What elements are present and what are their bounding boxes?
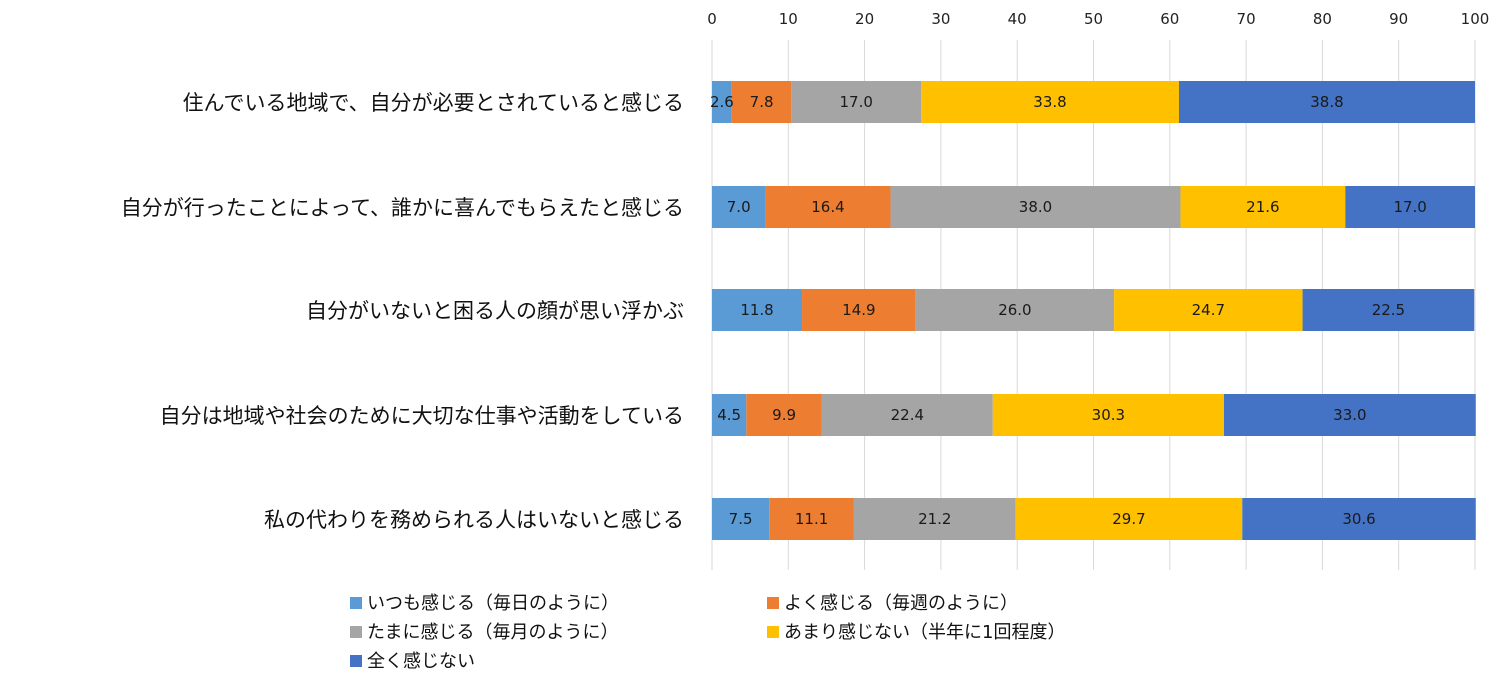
- data-label: 7.8: [750, 93, 774, 111]
- x-tick-label: 40: [1008, 10, 1027, 28]
- bars: [712, 81, 1476, 540]
- legend-swatch: [350, 626, 362, 638]
- legend-label: よく感じる（毎週のように）: [784, 593, 1018, 614]
- bar-segment: [712, 394, 747, 436]
- data-label: 11.1: [795, 510, 828, 528]
- bar-segment: [1015, 498, 1243, 540]
- data-label: 7.0: [727, 198, 751, 216]
- data-label: 17.0: [840, 93, 873, 111]
- legend-swatch: [767, 597, 779, 609]
- data-label: 24.7: [1192, 301, 1225, 319]
- bar-segment: [915, 289, 1115, 331]
- data-labels: 2.6 7.8 17.0 33.8 38.8 7.0 16.4 38.0 21.6 17.0 11.…: [710, 93, 1427, 528]
- bar-segment: [1178, 81, 1475, 123]
- x-tick-label: 20: [855, 10, 874, 28]
- bar-segment: [712, 498, 770, 540]
- data-label: 4.5: [717, 406, 741, 424]
- data-label: 22.5: [1372, 301, 1405, 319]
- category-label: 自分がいないと困る人の顔が思い浮かぶ: [306, 299, 684, 323]
- bar-segment: [712, 81, 732, 123]
- data-label: 29.7: [1112, 510, 1145, 528]
- bar-segment: [1180, 186, 1346, 228]
- x-axis-ticks: 0 10 20 30 40 50 60 70 80 90 100: [707, 10, 1489, 28]
- legend: いつも感じる（毎日のように） よく感じる（毎週のように） たまに感じる（毎月のように…: [350, 593, 1065, 672]
- data-label: 2.6: [710, 93, 734, 111]
- data-label: 14.9: [842, 301, 875, 319]
- data-label: 9.9: [772, 406, 796, 424]
- data-label: 33.8: [1033, 93, 1066, 111]
- data-label: 7.5: [729, 510, 753, 528]
- data-label: 30.6: [1342, 510, 1375, 528]
- bar-segment: [1345, 186, 1475, 228]
- x-tick-label: 50: [1084, 10, 1103, 28]
- data-label: 17.0: [1393, 198, 1426, 216]
- bar-segment: [791, 81, 922, 123]
- data-label: 21.6: [1246, 198, 1279, 216]
- data-label: 26.0: [998, 301, 1031, 319]
- bar-segment: [712, 289, 803, 331]
- bar-segment: [1223, 394, 1476, 436]
- bar-segment: [1114, 289, 1303, 331]
- bar-segment: [746, 394, 822, 436]
- bar-segment: [890, 186, 1181, 228]
- legend-label: あまり感じない（半年に1回程度）: [784, 622, 1065, 643]
- x-tick-label: 80: [1313, 10, 1332, 28]
- category-label: 自分が行ったことによって、誰かに喜んでもらえたと感じる: [121, 196, 684, 220]
- x-tick-label: 70: [1237, 10, 1256, 28]
- x-tick-label: 60: [1160, 10, 1179, 28]
- category-label: 住んでいる地域で、自分が必要とされていると感じる: [183, 91, 684, 115]
- legend-label: たまに感じる（毎月のように）: [367, 622, 618, 643]
- bar-segment: [1302, 289, 1475, 331]
- bar-segment: [731, 81, 792, 123]
- data-label: 38.0: [1019, 198, 1052, 216]
- category-label: 自分は地域や社会のために大切な仕事や活動をしている: [160, 404, 684, 428]
- bar-segment: [712, 186, 766, 228]
- bar-segment: [769, 498, 854, 540]
- bar-segment: [821, 394, 993, 436]
- category-labels: 住んでいる地域で、自分が必要とされていると感じる自分が行ったことによって、誰かに…: [121, 91, 684, 532]
- data-label: 22.4: [891, 406, 924, 424]
- x-tick-label: 10: [779, 10, 798, 28]
- category-label: 私の代わりを務められる人はいないと感じる: [264, 508, 684, 532]
- bar-segment: [765, 186, 891, 228]
- x-tick-label: 0: [707, 10, 717, 28]
- data-label: 38.8: [1310, 93, 1343, 111]
- legend-swatch: [350, 655, 362, 667]
- bar-segment: [1242, 498, 1476, 540]
- legend-label: 全く感じない: [367, 651, 475, 672]
- legend-swatch: [767, 626, 779, 638]
- bar-segment: [921, 81, 1179, 123]
- x-tick-label: 90: [1389, 10, 1408, 28]
- data-label: 16.4: [811, 198, 844, 216]
- bar-segment: [992, 394, 1224, 436]
- bar-segment: [853, 498, 1016, 540]
- data-label: 21.2: [918, 510, 951, 528]
- bar-segment: [802, 289, 916, 331]
- data-label: 11.8: [740, 301, 773, 319]
- data-label: 33.0: [1333, 406, 1366, 424]
- x-tick-label: 100: [1461, 10, 1490, 28]
- legend-label: いつも感じる（毎日のように）: [367, 593, 619, 614]
- data-label: 30.3: [1092, 406, 1125, 424]
- legend-swatch: [350, 597, 362, 609]
- x-tick-label: 30: [931, 10, 950, 28]
